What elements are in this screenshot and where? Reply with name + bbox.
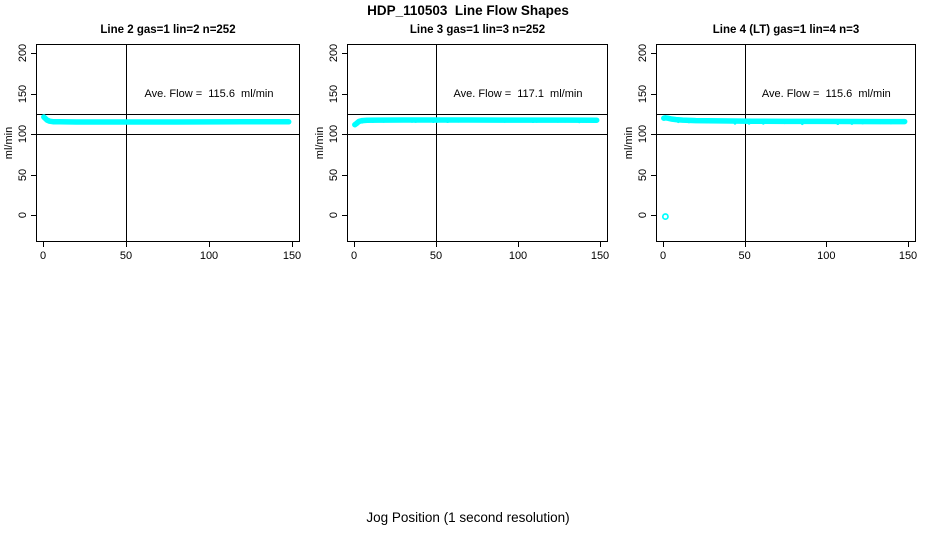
avg-flow-annotation: Ave. Flow = 117.1 ml/min [453, 87, 583, 100]
y-tick-label: 50 [637, 168, 649, 181]
plot-area [651, 44, 916, 247]
x-tick-label: 0 [350, 250, 358, 262]
panel-title: Line 2 gas=1 lin=2 n=252 [100, 24, 236, 36]
x-tick-label: 0 [39, 250, 47, 262]
x-tick-label: 50 [738, 250, 751, 262]
figure-title: HDP_110503 Line Flow Shapes [367, 3, 569, 18]
x-tick-label: 0 [659, 250, 667, 262]
panel-line-2: Line 2 gas=1 lin=2 n=252 ml/min Ave. Flo… [3, 24, 302, 262]
y-tick-label: 0 [637, 211, 649, 219]
x-tick-label: 150 [282, 250, 302, 262]
x-tick-label: 50 [119, 250, 133, 262]
x-tick-label: 150 [590, 250, 610, 262]
avg-flow-annotation: Ave. Flow = 115.6 ml/min [761, 87, 891, 100]
x-axis-label: Jog Position (1 second resolution) [366, 510, 570, 525]
x-tick-label: 150 [898, 250, 918, 262]
avg-flow-annotation: Ave. Flow = 115.6 ml/min [144, 87, 274, 100]
y-tick-label: 200 [637, 43, 649, 63]
panel-title: Line 4 (LT) gas=1 lin=4 n=3 [712, 24, 860, 36]
x-tick-label: 100 [508, 250, 528, 262]
panel-title: Line 3 gas=1 lin=3 n=252 [409, 24, 546, 36]
plot-area [342, 44, 608, 247]
plot-area [31, 44, 300, 247]
panel-line-3: Line 3 gas=1 lin=3 n=252 ml/min Ave. Flo… [314, 24, 610, 262]
x-tick-label: 50 [429, 250, 443, 262]
y-tick-label: 150 [637, 84, 649, 103]
panel-line-4: Line 4 (LT) gas=1 lin=4 n=3 ml/min Ave. … [623, 24, 918, 262]
x-tick-label: 100 [199, 250, 219, 262]
y-tick-label: 100 [637, 124, 649, 144]
y-axis-label: ml/min [623, 126, 635, 160]
x-tick-label: 100 [817, 250, 836, 262]
